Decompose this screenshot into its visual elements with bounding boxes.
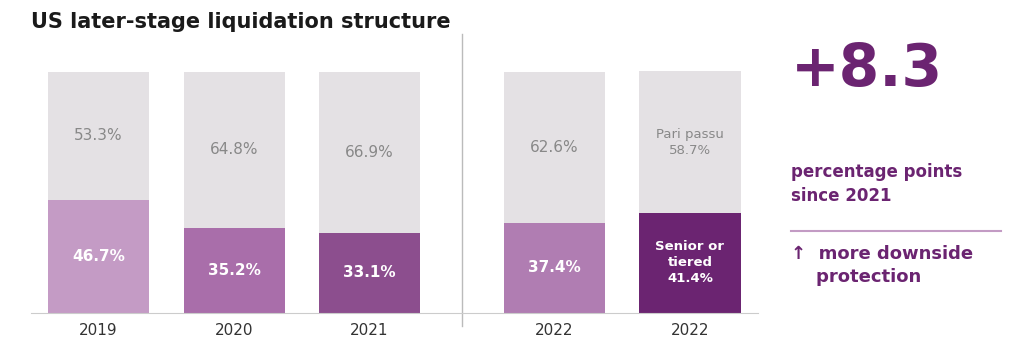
Bar [48,200,150,313]
Bar [504,72,605,223]
Text: 62.6%: 62.6% [530,140,579,155]
Bar [504,223,605,313]
Text: 53.3%: 53.3% [74,129,123,143]
Text: 37.4%: 37.4% [528,260,581,275]
Bar [639,213,740,313]
Text: 66.9%: 66.9% [345,145,394,160]
Text: percentage points
since 2021: percentage points since 2021 [791,163,962,205]
Bar [183,72,285,228]
Text: 46.7%: 46.7% [72,249,125,264]
Text: Pari passu
58.7%: Pari passu 58.7% [656,128,724,157]
Text: US later-stage liquidation structure: US later-stage liquidation structure [31,12,451,32]
Bar [183,228,285,313]
Text: 33.1%: 33.1% [343,266,396,280]
Bar [319,72,420,233]
Bar [639,71,740,213]
Text: +8.3: +8.3 [791,41,943,98]
Text: 35.2%: 35.2% [208,263,260,278]
Text: 64.8%: 64.8% [210,142,258,157]
Text: Senior or
tiered
41.4%: Senior or tiered 41.4% [655,240,725,285]
Text: ↑  more downside
    protection: ↑ more downside protection [791,245,973,286]
Bar [319,233,420,313]
Bar [48,72,150,200]
